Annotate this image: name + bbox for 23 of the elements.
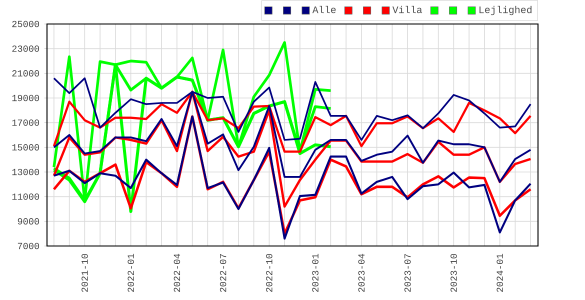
- y-tick-label: 25000: [12, 20, 40, 28]
- x-tick-label: 2021-10: [82, 254, 88, 292]
- y-tick-label: 23000: [12, 46, 40, 52]
- legend-label: Lejlighed: [480, 6, 532, 16]
- x-tick-label: 2023-04: [358, 254, 365, 292]
- y-tick-label: 17000: [12, 120, 40, 126]
- y-tick-label: 13000: [12, 168, 40, 176]
- x-tick-label: 2023-10: [450, 254, 457, 292]
- y-tick-label: 7000: [18, 242, 40, 250]
- y-tick-label: 11000: [12, 194, 40, 200]
- y-tick-label: 15000: [12, 144, 40, 150]
- x-tick-label: 2023-01: [312, 254, 318, 292]
- x-tick-label: 2022-07: [220, 254, 226, 292]
- y-tick-label: 19000: [12, 94, 40, 102]
- x-tick-label: 2024-01: [496, 254, 503, 292]
- y-tick-label: 21000: [12, 70, 40, 76]
- x-tick-label: 2022-10: [266, 254, 272, 292]
- legend-label: Alle: [312, 6, 336, 14]
- y-tick-label: 9000: [18, 218, 40, 224]
- x-tick-label: 2023-07: [404, 254, 411, 292]
- legend-label: Villa: [392, 6, 422, 14]
- x-tick-label: 2022-01: [128, 254, 134, 292]
- x-tick-label: 2022-04: [174, 254, 180, 292]
